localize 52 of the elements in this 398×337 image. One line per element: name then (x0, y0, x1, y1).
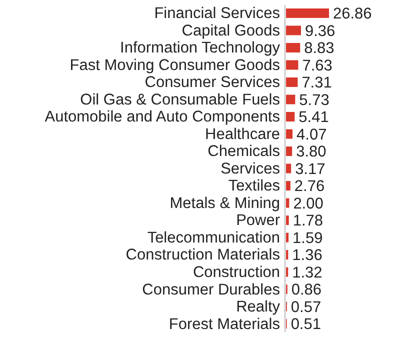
data-label: 0.51 (290, 316, 321, 334)
bar (286, 198, 290, 208)
y-tick-label: Construction Materials (126, 246, 280, 264)
y-tick-label: Automobile and Auto Components (44, 108, 280, 126)
data-label: 1.59 (292, 230, 323, 247)
y-tick-label: Textiles (228, 178, 280, 195)
bar (286, 8, 329, 18)
data-label: 3.80 (296, 144, 327, 161)
data-label: 1.78 (292, 212, 324, 230)
data-label: 26.86 (333, 6, 372, 23)
y-tick-label: Capital Goods (182, 22, 280, 40)
y-tick-label: Forest Materials (168, 316, 280, 333)
data-label: 8.83 (304, 40, 334, 58)
bar (286, 181, 290, 190)
y-tick-label: Financial Services (154, 5, 280, 22)
bar (286, 232, 289, 242)
y-tick-label: Power (236, 212, 280, 230)
data-label: 5.41 (298, 109, 329, 126)
data-label: 0.86 (291, 282, 322, 299)
y-tick-label: Fast Moving Consumer Goods (70, 56, 280, 74)
y-tick-label: Telecommunication (147, 229, 280, 246)
bar (286, 42, 300, 52)
bar (286, 164, 292, 174)
bar (286, 77, 298, 87)
bar (286, 112, 295, 122)
data-label: 9.36 (304, 22, 336, 40)
data-label: 2.76 (294, 178, 325, 196)
y-tick-label: Consumer Services (144, 74, 280, 92)
data-label: 1.36 (292, 247, 322, 264)
y-tick-label: Construction (192, 264, 280, 281)
data-label: 7.63 (302, 57, 332, 74)
y-tick-label: Consumer Durables (142, 281, 280, 298)
data-label: 2.00 (293, 195, 324, 212)
data-label: 7.31 (302, 74, 332, 92)
data-label: 4.07 (296, 126, 327, 144)
bar (286, 26, 301, 36)
y-tick-label: Services (220, 160, 280, 178)
bar (286, 146, 292, 156)
data-label: 3.17 (295, 160, 326, 178)
y-tick-label: Healthcare (205, 126, 280, 143)
y-tick-label: Metals & Mining (170, 194, 280, 212)
y-tick-label: Chemicals (208, 143, 280, 160)
y-tick-label: Information Technology (120, 40, 280, 57)
bar (286, 129, 293, 139)
bar (286, 94, 296, 104)
y-tick-label: Oil Gas & Consumable Fuels (80, 91, 280, 108)
data-label: 1.32 (292, 264, 322, 282)
y-tick-label: Realty (236, 298, 280, 316)
data-label: 5.73 (299, 92, 330, 109)
bar (286, 60, 298, 70)
data-label: 0.57 (290, 298, 322, 316)
bar (286, 216, 289, 226)
